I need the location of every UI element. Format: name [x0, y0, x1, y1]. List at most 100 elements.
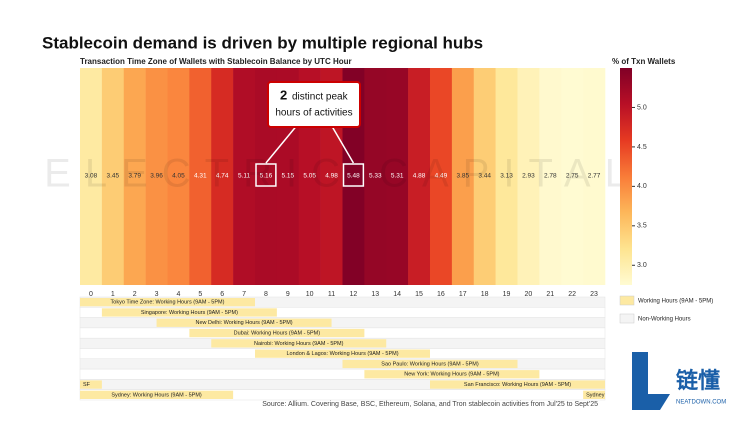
x-tick-label: 21	[546, 291, 554, 298]
working-hours-bar	[80, 380, 102, 389]
working-hours-label: San Francisco: Working Hours (9AM - 5PM)	[464, 382, 571, 388]
working-hours-bar	[583, 390, 605, 399]
cell-label: 5.05	[303, 173, 316, 180]
colorbar-tick-label: 3.5	[637, 223, 647, 230]
x-tick-label: 7	[242, 291, 246, 298]
annotation-text: hours of activities	[275, 108, 352, 119]
x-tick-label: 11	[328, 291, 335, 298]
x-tick-label: 12	[350, 291, 358, 298]
cell-label: 4.05	[172, 173, 185, 180]
x-tick-label: 14	[393, 291, 401, 298]
logo-subtext: NEATDOWN.COM	[676, 400, 726, 406]
chart-title: Stablecoin demand is driven by multiple …	[42, 33, 483, 52]
x-tick-label: 0	[89, 291, 93, 298]
heat-cell	[123, 68, 146, 285]
x-tick-label: 23	[590, 291, 598, 298]
cell-label: 3.13	[500, 173, 513, 180]
working-hours-label: SF	[83, 382, 91, 388]
legend-label: Working Hours (9AM - 5PM)	[638, 299, 713, 305]
watermark: ELECTRIC CAPITAL	[44, 152, 641, 196]
logo-text: 链懂	[676, 368, 720, 393]
x-tick-label: 18	[481, 291, 489, 298]
logo-mark	[632, 352, 670, 410]
x-tick-label: 19	[503, 291, 511, 298]
working-hours-label: Tokyo Time Zone: Working Hours (9AM - 5P…	[111, 300, 225, 306]
heat-cell	[539, 68, 562, 285]
heat-cell	[101, 68, 125, 285]
working-hours-bar	[255, 349, 430, 358]
working-hours-bar	[101, 308, 277, 317]
working-hours-label: New Delhi: Working Hours (9AM - 5PM)	[196, 320, 293, 326]
colorbar-tick-label: 5.0	[637, 104, 647, 111]
cell-label: 5.33	[369, 173, 382, 180]
legend-swatch	[619, 313, 635, 324]
cell-label: 3.85	[456, 173, 469, 180]
cell-label: 4.88	[413, 173, 426, 180]
x-tick-label: 3	[155, 291, 159, 298]
heat-cell	[473, 68, 496, 285]
x-tick-label: 22	[568, 291, 576, 298]
cell-label: 5.16	[260, 173, 273, 180]
heat-cell	[80, 68, 103, 285]
cell-label: 3.45	[106, 173, 119, 180]
annotation-lead: 2	[280, 87, 287, 102]
colorbar-tick-label: 3.0	[637, 262, 647, 269]
cell-label: 4.31	[194, 173, 207, 180]
x-tick-label: 15	[415, 291, 423, 298]
cell-label: 2.75	[566, 173, 579, 180]
x-tick-label: 8	[264, 291, 268, 298]
x-tick-label: 17	[459, 291, 467, 298]
cell-label: 2.78	[544, 173, 557, 180]
working-hours-label: Sao Paulo: Working Hours (9AM - 5PM)	[381, 361, 479, 367]
heat-cell	[561, 68, 584, 285]
cell-label: 3.44	[478, 173, 491, 180]
cell-label: 5.15	[281, 173, 294, 180]
annotation-box	[267, 81, 361, 128]
chart-subtitle: Transaction Time Zone of Wallets with St…	[80, 57, 352, 66]
colorbar-tick-label: 4.5	[637, 144, 647, 151]
working-hours-label: Dubai: Working Hours (9AM - 5PM)	[234, 331, 321, 337]
legend-swatch	[619, 295, 635, 306]
working-hours-bar	[189, 328, 365, 338]
working-hours-bar	[211, 339, 387, 348]
x-tick-label: 13	[371, 291, 379, 298]
cell-label: 4.98	[325, 173, 338, 180]
heat-cell	[495, 68, 518, 285]
heat-cell	[583, 68, 606, 285]
cell-label: 2.77	[588, 173, 601, 180]
heat-cell	[430, 68, 453, 285]
heat-cell	[386, 68, 409, 285]
x-tick-label: 9	[286, 291, 290, 298]
annotation-line	[331, 126, 355, 164]
x-tick-label: 6	[220, 291, 224, 298]
heat-cell	[517, 68, 540, 285]
heat-cell	[364, 68, 387, 285]
cell-label: 4.74	[216, 173, 229, 180]
x-tick-label: 1	[111, 291, 115, 298]
cell-label: 5.48	[347, 173, 360, 180]
x-tick-label: 16	[437, 291, 445, 298]
cell-label: 4.49	[435, 173, 448, 180]
working-hours-bar	[80, 298, 255, 307]
working-hours-bar	[80, 390, 234, 399]
heat-cell	[211, 68, 234, 285]
x-tick-label: 5	[198, 291, 202, 298]
working-hours-bar	[430, 380, 605, 389]
cell-label: 3.08	[85, 173, 98, 180]
heat-cell	[451, 68, 475, 285]
highlight-box	[255, 163, 277, 187]
x-tick-label: 4	[176, 291, 180, 298]
cell-label: 5.11	[238, 173, 251, 180]
annotation-text: distinct peak	[292, 92, 349, 103]
colorbar	[620, 68, 632, 285]
heat-cell	[189, 68, 212, 285]
working-hours-bar	[342, 359, 518, 369]
x-tick-label: 20	[525, 291, 533, 298]
heat-cell	[145, 68, 168, 285]
working-hours-label: London & Lagos: Working Hours (9AM - 5PM…	[286, 351, 398, 357]
legend-label: Non-Working Hours	[638, 317, 691, 323]
highlight-box	[342, 163, 365, 187]
x-tick-label: 2	[133, 291, 137, 298]
working-hours-label: Nairobi: Working Hours (9AM - 5PM)	[254, 341, 344, 347]
